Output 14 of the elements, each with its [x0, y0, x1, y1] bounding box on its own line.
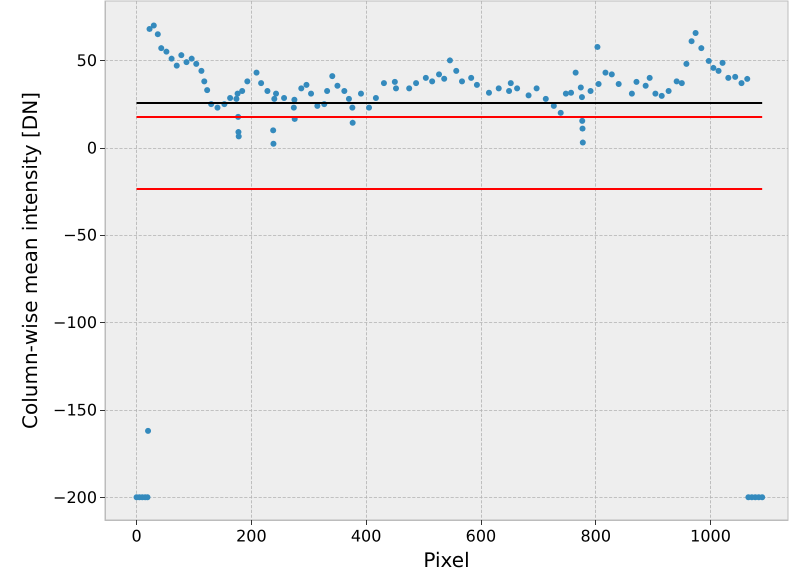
x-axis-title: Pixel: [423, 548, 470, 572]
y-tick-label: −100: [53, 313, 97, 332]
y-axis-title: Column-wise mean intensity [DN]: [18, 92, 42, 429]
x-tick-label: 600: [466, 526, 496, 546]
x-tick-label: 200: [236, 526, 267, 546]
y-tick-label: 50: [76, 50, 97, 70]
x-tick-label: 1000: [690, 526, 731, 546]
y-tick-label: −150: [53, 400, 97, 420]
x-tick-label: 0: [131, 526, 142, 546]
y-tick-label: −50: [63, 226, 97, 245]
x-tick-label: 400: [350, 526, 382, 546]
y-tick-label: 0: [86, 138, 97, 158]
x-tick-label: 800: [580, 526, 611, 546]
y-tick-label: −200: [53, 488, 97, 507]
